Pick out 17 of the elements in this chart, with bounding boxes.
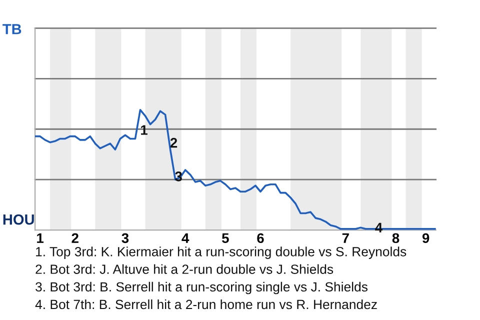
x-tick-label: 7 xyxy=(342,233,349,243)
x-tick-label: 5 xyxy=(222,233,229,244)
annotation: 1 xyxy=(141,125,148,135)
text: 2. Bot 3rd: J. Altuve hit a 2-run double vs J. Shields xyxy=(36,264,334,274)
text: HOU xyxy=(3,214,34,225)
x-tick-label: 8 xyxy=(392,233,400,244)
text: 1. Top 3rd: K. Kiermaier hit a run-scoring double vs S. Reynolds xyxy=(36,246,406,259)
x-tick-label: 1 xyxy=(37,233,44,243)
x-tick-label: 6 xyxy=(257,233,264,244)
text: 4. Bot 7th: B. Serrell hit a 2-run home run vs R. Hernandez xyxy=(35,299,377,310)
text: 3. Bot 3rd: B. Serrell hit a run-scoring single vs J. Shields xyxy=(36,282,368,294)
x-tick-label: 2 xyxy=(72,233,78,243)
annotation: 2 xyxy=(170,138,178,148)
x-tick-label: 9 xyxy=(422,233,430,244)
x-tick-label: 3 xyxy=(122,233,129,244)
text: TB xyxy=(2,24,22,34)
x-tick-label: 4 xyxy=(182,233,190,243)
